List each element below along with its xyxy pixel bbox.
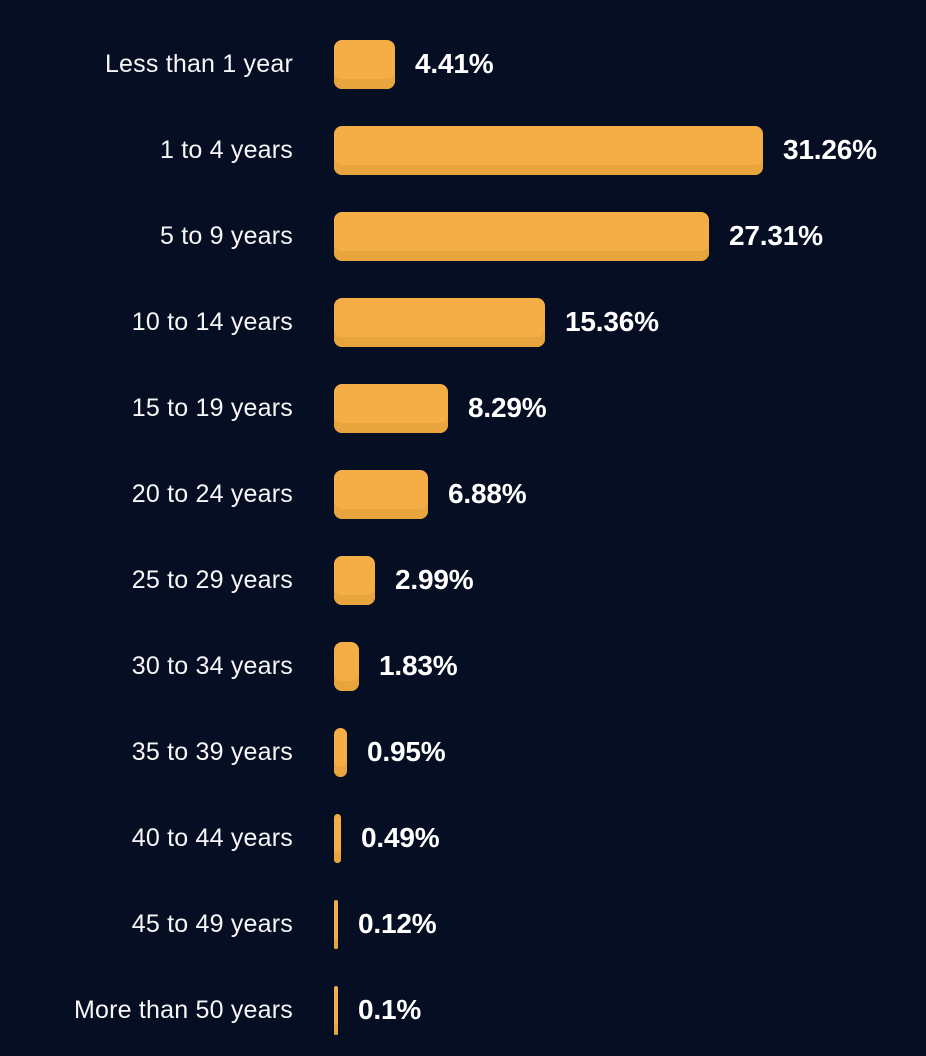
category-label: 10 to 14 years xyxy=(131,307,293,336)
value-label: 0.49% xyxy=(361,822,440,853)
value-label: 8.29% xyxy=(468,392,547,423)
chart-row: 30 to 34 years 1.83% xyxy=(0,623,926,709)
chart-row: 1 to 4 years 31.26% xyxy=(0,107,926,193)
category-label: 1 to 4 years xyxy=(159,135,293,164)
chart-row: 15 to 19 years 8.29% xyxy=(0,365,926,451)
bar xyxy=(334,125,763,175)
bar xyxy=(334,39,395,89)
value-label: 2.99% xyxy=(395,564,474,595)
bar xyxy=(334,555,375,605)
bar xyxy=(334,641,359,691)
bar xyxy=(334,297,545,347)
value-label: 31.26% xyxy=(783,134,877,165)
chart-row: 35 to 39 years 0.95% xyxy=(0,709,926,795)
category-label: 30 to 34 years xyxy=(131,651,293,680)
bar xyxy=(334,813,341,863)
value-label: 0.12% xyxy=(358,908,437,939)
value-label: 15.36% xyxy=(565,306,659,337)
chart-row: 25 to 29 years 2.99% xyxy=(0,537,926,623)
bar xyxy=(334,985,338,1035)
bar xyxy=(334,727,347,777)
bar xyxy=(334,469,428,519)
bar xyxy=(334,899,338,949)
chart-row: 20 to 24 years 6.88% xyxy=(0,451,926,537)
chart-row: 5 to 9 years 27.31% xyxy=(0,193,926,279)
value-label: 1.83% xyxy=(379,650,458,681)
value-label: 0.95% xyxy=(367,736,446,767)
category-label: 40 to 44 years xyxy=(131,823,293,852)
category-label: 45 to 49 years xyxy=(131,909,293,938)
chart-row: More than 50 years 0.1% xyxy=(0,967,926,1053)
category-label: 20 to 24 years xyxy=(131,479,293,508)
chart-row: 10 to 14 years 15.36% xyxy=(0,279,926,365)
value-label: 0.1% xyxy=(358,994,422,1025)
chart-row: Less than 1 year 4.41% xyxy=(0,21,926,107)
category-label: More than 50 years xyxy=(74,995,293,1024)
bar xyxy=(334,383,448,433)
chart-row: 45 to 49 years 0.12% xyxy=(0,881,926,967)
value-label: 27.31% xyxy=(729,220,823,251)
category-label: 15 to 19 years xyxy=(131,393,293,422)
bar xyxy=(334,211,709,261)
value-label: 6.88% xyxy=(448,478,527,509)
category-label: 25 to 29 years xyxy=(131,565,293,594)
category-label: 5 to 9 years xyxy=(159,221,293,250)
chart-row: 40 to 44 years 0.49% xyxy=(0,795,926,881)
category-label: Less than 1 year xyxy=(104,49,293,78)
category-label: 35 to 39 years xyxy=(131,737,293,766)
value-label: 4.41% xyxy=(415,48,494,79)
